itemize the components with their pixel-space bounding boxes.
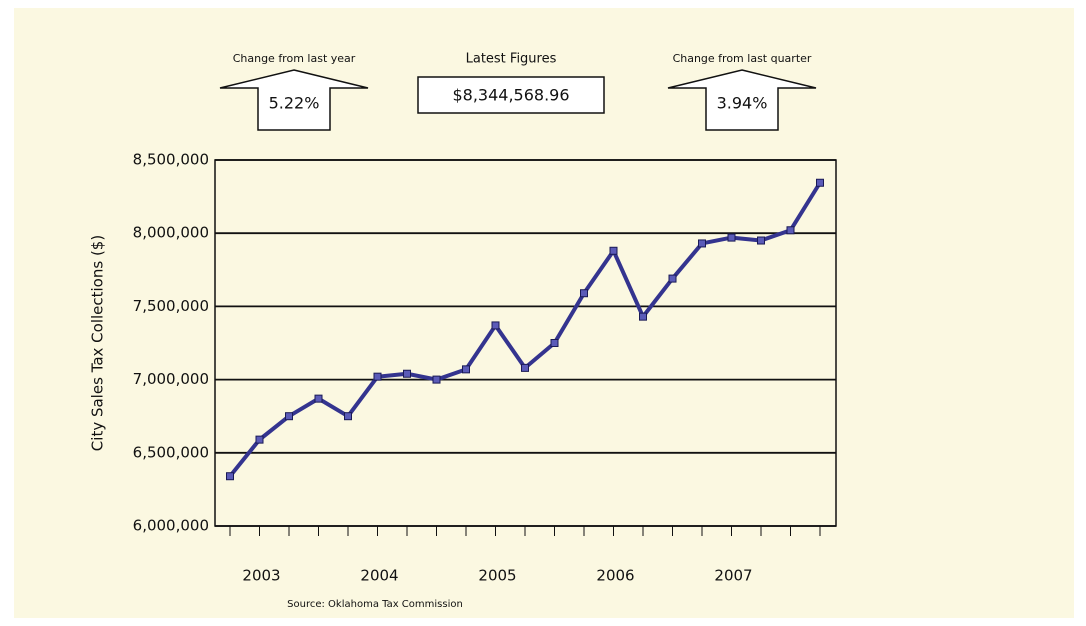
y-axis-label: City Sales Tax Collections ($) — [89, 235, 107, 451]
marker — [580, 289, 588, 298]
marker — [403, 369, 411, 378]
marker — [373, 372, 382, 381]
x-tick-label: 2005 — [478, 567, 516, 585]
y-tick-label: 7,500,000 — [133, 297, 209, 315]
marker — [550, 339, 559, 347]
y-tick-label: 6,000,000 — [133, 517, 209, 535]
marker — [521, 363, 529, 372]
marker — [344, 412, 352, 421]
indicator-value: $8,344,568.96 — [452, 86, 569, 105]
indicator-value: 5.22% — [269, 94, 320, 113]
marker — [816, 178, 824, 187]
y-tick-label: 7,000,000 — [133, 370, 209, 388]
indicator-title: Latest Figures — [466, 52, 557, 67]
marker — [727, 233, 736, 242]
indicator-value: 3.94% — [717, 94, 768, 113]
latest-box — [417, 76, 605, 114]
marker — [668, 274, 677, 283]
marker — [491, 321, 500, 330]
indicator-title: Change from last year — [233, 52, 356, 65]
marker — [226, 472, 234, 481]
x-tick-label: 2004 — [360, 567, 398, 585]
marker — [698, 239, 706, 248]
indicator-title: Change from last quarter — [673, 52, 812, 65]
up-arrow — [219, 69, 369, 131]
y-tick-label: 8,500,000 — [133, 151, 209, 169]
marker — [786, 226, 795, 235]
x-tick-label: 2006 — [596, 567, 634, 585]
marker — [609, 246, 618, 255]
x-tick-label: 2007 — [714, 567, 752, 585]
marker — [314, 394, 323, 403]
y-tick-label: 8,000,000 — [133, 224, 209, 242]
marker — [757, 236, 765, 245]
y-tick-label: 6,500,000 — [133, 443, 209, 461]
marker — [255, 435, 264, 444]
up-arrow — [667, 69, 817, 131]
marker — [639, 312, 647, 321]
x-tick-label: 2003 — [242, 567, 280, 585]
marker — [285, 412, 293, 421]
source: Source: Oklahoma Tax Commission — [287, 599, 463, 610]
marker — [432, 375, 441, 384]
marker — [462, 365, 470, 374]
